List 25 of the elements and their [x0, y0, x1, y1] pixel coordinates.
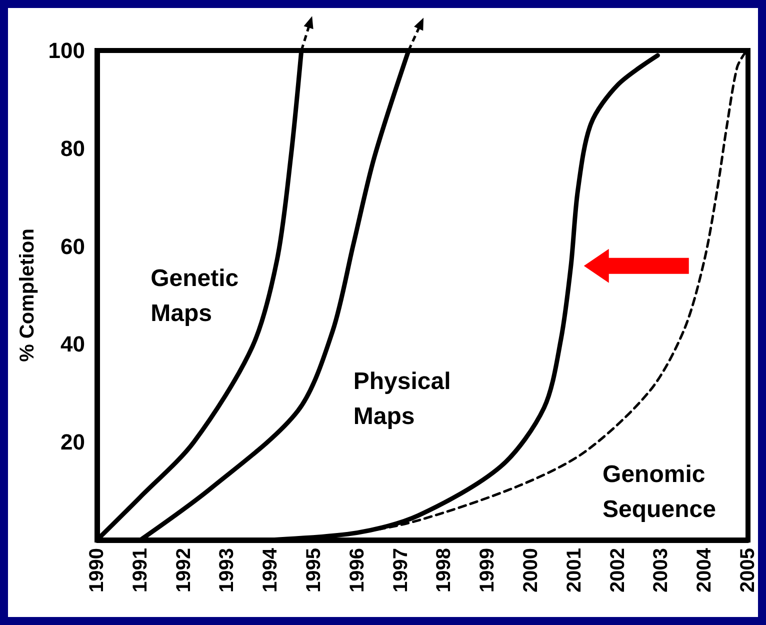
series-label: Genomic Sequence [602, 460, 716, 523]
x-tick-label: 1999 [476, 548, 499, 592]
x-tick-label: 2005 [737, 548, 759, 592]
y-tick-label: 40 [60, 332, 85, 357]
x-tick-label: 2000 [520, 548, 542, 592]
x-tick-label: 1993 [216, 548, 238, 592]
y-tick-label: 20 [60, 430, 85, 455]
series-label: Physical Maps [353, 368, 451, 430]
x-tick-label: 2002 [606, 548, 629, 592]
y-axis-title: % Completion [16, 228, 38, 362]
x-tick-label: 1997 [390, 548, 412, 592]
x-tick-label: 2001 [563, 548, 586, 592]
y-tick-label: 80 [60, 136, 85, 161]
x-tick-label: 1998 [433, 548, 456, 592]
y-tick-label: 100 [48, 38, 85, 63]
x-tick-label: 1990 [86, 548, 108, 592]
x-tick-label: 1991 [129, 548, 152, 592]
series-label: Genetic Maps [150, 264, 239, 327]
x-tick-label: 1992 [172, 548, 195, 592]
x-tick-label: 1994 [260, 547, 282, 592]
x-tick-label: 1996 [346, 548, 368, 592]
x-tick-label: 2004 [694, 547, 716, 592]
x-tick-label: 1995 [303, 548, 325, 592]
x-tick-label: 2003 [650, 548, 672, 592]
y-tick-label: 60 [60, 234, 85, 259]
